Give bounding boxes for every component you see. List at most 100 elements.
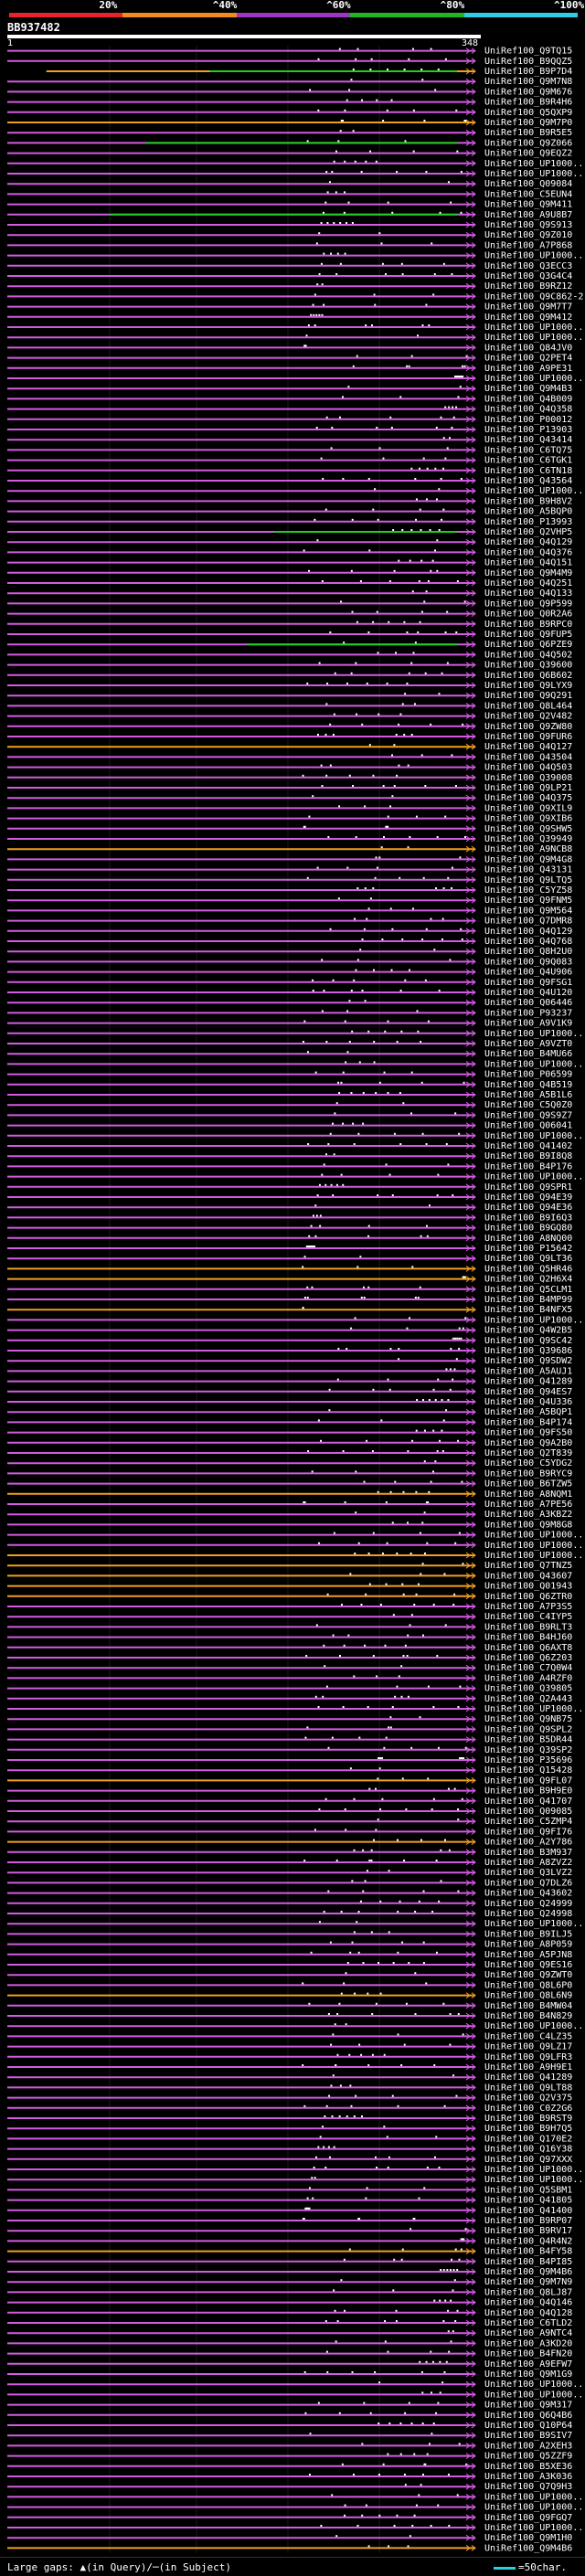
hit-label-link[interactable]: UniRef100_Q7DMR8 — [484, 917, 572, 927]
hit-label-link[interactable]: UniRef100_C0Z2G6 — [484, 2104, 572, 2114]
hit-row[interactable]: UniRef100_C4LZ35 — [7, 2031, 572, 2041]
hit-row[interactable]: UniRef100_P00012 — [7, 415, 572, 425]
hit-label-link[interactable]: UniRef100_Q9M7N9 — [484, 2277, 572, 2287]
hit-label-link[interactable]: UniRef100_Q4Q768 — [484, 937, 572, 947]
hit-label-link[interactable]: UniRef100_Q7DLZ6 — [484, 1878, 572, 1888]
hit-row[interactable]: UniRef100_B4P176 — [7, 1161, 572, 1171]
hit-row[interactable]: UniRef100_A4RZF0 — [7, 1673, 572, 1683]
hit-row[interactable]: UniRef100_Q9M1G9 — [7, 2369, 572, 2380]
hit-label-link[interactable]: UniRef100_C5YDG2 — [484, 1458, 572, 1468]
hit-row[interactable]: UniRef100_Q9A2B0 — [7, 1438, 572, 1448]
hit-row[interactable]: UniRef100_Q9FUP5 — [7, 630, 572, 640]
hit-row[interactable]: UniRef100_P13903 — [7, 425, 572, 435]
hit-row[interactable]: UniRef100_B9RZ12 — [7, 281, 572, 292]
hit-label-link[interactable]: UniRef100_B9RZ12 — [484, 281, 572, 292]
hit-label-link[interactable]: UniRef100_Q9Q083 — [484, 957, 572, 967]
hit-row[interactable]: UniRef100_UP1000... — [7, 1059, 585, 1069]
hit-row[interactable]: UniRef100_B9RLT3 — [7, 1622, 572, 1632]
hit-row[interactable]: UniRef100_A3KBZ2 — [7, 1510, 572, 1520]
hit-label-link[interactable]: UniRef100_Q2PET4 — [484, 354, 572, 364]
hit-row[interactable]: UniRef100_Q3G4C4 — [7, 271, 572, 281]
hit-label-link[interactable]: UniRef100_B4FY58 — [484, 2247, 572, 2257]
hit-label-link[interactable]: UniRef100_C5EUN4 — [484, 189, 572, 199]
hit-label-link[interactable]: UniRef100_B4MP99 — [484, 1295, 572, 1305]
hit-row[interactable]: UniRef100_Q6AXT8 — [7, 1643, 572, 1653]
hit-row[interactable]: UniRef100_A7PE56 — [7, 1500, 572, 1510]
hit-row[interactable]: UniRef100_Q7DMR8 — [7, 917, 572, 927]
hit-label-link[interactable]: UniRef100_A5B1L6 — [484, 1090, 572, 1100]
hit-row[interactable]: UniRef100_Q9M4B6 — [7, 2543, 572, 2553]
hit-label-link[interactable]: UniRef100_B4MW04 — [484, 2001, 572, 2011]
hit-row[interactable]: UniRef100_P13993 — [7, 517, 572, 527]
hit-row[interactable]: UniRef100_Q41805 — [7, 2196, 572, 2206]
hit-row[interactable]: UniRef100_Q9M676 — [7, 87, 572, 97]
hit-row[interactable]: UniRef100_Q39600 — [7, 661, 572, 671]
hit-label-link[interactable]: UniRef100_Q9LTQ5 — [484, 875, 572, 885]
hit-label-link[interactable]: UniRef100_Q4Q133 — [484, 588, 572, 599]
hit-row[interactable]: UniRef100_B4MP99 — [7, 1295, 572, 1305]
hit-label-link[interactable]: UniRef100_B4HJ60 — [484, 1633, 572, 1643]
hit-row[interactable]: UniRef100_A7P868 — [7, 240, 572, 250]
hit-row[interactable]: UniRef100_Q2PET4 — [7, 354, 572, 364]
hit-row[interactable]: UniRef100_C7Q0W4 — [7, 1663, 572, 1673]
hit-row[interactable]: UniRef100_A5BQP0 — [7, 507, 572, 517]
hit-label-link[interactable]: UniRef100_Q2T839 — [484, 1448, 572, 1458]
hit-row[interactable]: UniRef100_B9RYC9 — [7, 1468, 572, 1479]
hit-row[interactable]: UniRef100_UP1000... — [7, 323, 585, 333]
hit-row[interactable]: UniRef100_Q2A443 — [7, 1694, 572, 1704]
hit-label-link[interactable]: UniRef100_Q06041 — [484, 1121, 572, 1131]
hit-label-link[interactable]: UniRef100_Q9M411 — [484, 200, 572, 210]
hit-label-link[interactable]: UniRef100_Q9C862-2 — [484, 292, 583, 302]
hit-label-link[interactable]: UniRef100_Q4Q375 — [484, 793, 572, 803]
hit-row[interactable]: UniRef100_Q5CLM1 — [7, 1285, 572, 1295]
hit-row[interactable]: UniRef100_UP1000... — [7, 2175, 585, 2185]
hit-label-link[interactable]: UniRef100_Q4Q146 — [484, 2298, 572, 2308]
hit-label-link[interactable]: UniRef100_Q9M317 — [484, 2401, 572, 2411]
hit-row[interactable]: UniRef100_B6TZW5 — [7, 1479, 572, 1489]
hit-label-link[interactable]: UniRef100_P13903 — [484, 425, 572, 435]
hit-row[interactable]: UniRef100_Q2VHP5 — [7, 527, 572, 537]
hit-row[interactable]: UniRef100_Q4Q129 — [7, 927, 572, 937]
hit-row[interactable]: UniRef100_UP1000... — [7, 2523, 585, 2533]
hit-row[interactable]: UniRef100_UP1000... — [7, 1551, 585, 1561]
hit-label-link[interactable]: UniRef100_Q43414 — [484, 435, 572, 445]
hit-row[interactable]: UniRef100_Q41289 — [7, 1377, 572, 1387]
hit-label-link[interactable]: UniRef100_Q39SP2 — [484, 1745, 572, 1755]
hit-label-link[interactable]: UniRef100_Q43602 — [484, 1889, 572, 1899]
hit-label-link[interactable]: UniRef100_Q01943 — [484, 1582, 572, 1592]
hit-label-link[interactable]: UniRef100_Q43131 — [484, 865, 572, 875]
hit-label-link[interactable]: UniRef100_Q4Q251 — [484, 578, 572, 588]
hit-label-link[interactable]: UniRef100_UP1000... — [484, 374, 585, 384]
hit-label-link[interactable]: UniRef100_Q6ZTR0 — [484, 1592, 572, 1602]
hit-label-link[interactable]: UniRef100_B6TZW5 — [484, 1479, 572, 1489]
hit-row[interactable]: UniRef100_Q9FI76 — [7, 1827, 572, 1837]
hit-row[interactable]: UniRef100_Q9FSG1 — [7, 978, 572, 988]
hit-row[interactable]: UniRef100_Q4W2B5 — [7, 1326, 572, 1336]
hit-label-link[interactable]: UniRef100_Q39686 — [484, 1346, 572, 1356]
hit-row[interactable]: UniRef100_Q8L464 — [7, 701, 572, 711]
hit-label-link[interactable]: UniRef100_Q4B519 — [484, 1080, 572, 1090]
hit-row[interactable]: UniRef100_Q9M412 — [7, 313, 572, 323]
hit-row[interactable]: UniRef100_Q7DLZ6 — [7, 1878, 572, 1888]
hit-label-link[interactable]: UniRef100_Q6Q4B6 — [484, 2411, 572, 2421]
hit-label-link[interactable]: UniRef100_Q94E39 — [484, 1193, 572, 1203]
hit-label-link[interactable]: UniRef100_Q2V482 — [484, 712, 572, 722]
hit-label-link[interactable]: UniRef100_P06599 — [484, 1070, 572, 1080]
hit-label-link[interactable]: UniRef100_Q9M564 — [484, 906, 572, 916]
hit-row[interactable]: UniRef100_A9V1K9 — [7, 1019, 572, 1029]
hit-label-link[interactable]: UniRef100_Q9M7T7 — [484, 302, 572, 313]
hit-row[interactable]: UniRef100_B9GQ80 — [7, 1224, 572, 1234]
hit-row[interactable]: UniRef100_Q4B009 — [7, 394, 572, 404]
hit-row[interactable]: UniRef100_UP1000... — [7, 1541, 585, 1551]
hit-row[interactable]: UniRef100_Q43602 — [7, 1889, 572, 1899]
hit-row[interactable]: UniRef100_C5YZ58 — [7, 885, 572, 896]
hit-label-link[interactable]: UniRef100_Q9M676 — [484, 87, 572, 97]
hit-label-link[interactable]: UniRef100_B9SIV7 — [484, 2431, 572, 2441]
hit-row[interactable]: UniRef100_Q9LP21 — [7, 783, 572, 793]
hit-row[interactable]: UniRef100_A5B1L6 — [7, 1090, 572, 1100]
hit-label-link[interactable]: UniRef100_A8NQ00 — [484, 1234, 572, 1244]
hit-label-link[interactable]: UniRef100_B4MU66 — [484, 1049, 572, 1059]
hit-label-link[interactable]: UniRef100_A7P3S5 — [484, 1602, 572, 1612]
hit-row[interactable]: UniRef100_Q0R2A6 — [7, 610, 572, 620]
hit-row[interactable]: UniRef100_UP1000... — [7, 2492, 585, 2502]
